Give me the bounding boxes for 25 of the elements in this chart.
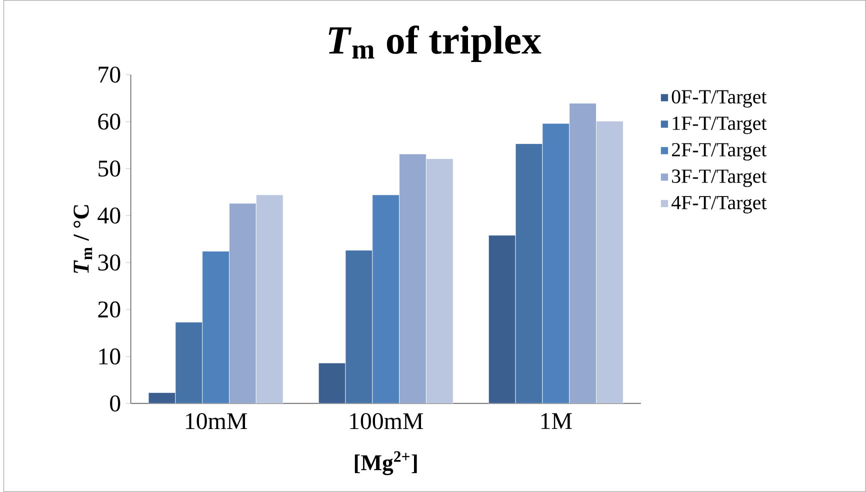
chart-title: T$_{m}$ of triplex [328, 25, 542, 62]
legend-label: 0F-T/Target [672, 90, 767, 108]
y-tick-label: 60 [98, 114, 120, 130]
x-axis-title: [Mg$^{2+}$] [354, 451, 417, 476]
bar [202, 251, 230, 404]
y-tick-label: 0 [110, 395, 120, 412]
legend-label: 2F-T/Target [672, 143, 767, 161]
y-tick-label: 30 [98, 254, 120, 271]
y-tick-label: 50 [98, 160, 120, 177]
bar [542, 123, 570, 404]
bar [426, 158, 454, 404]
legend-label: 1F-T/Target [672, 116, 767, 134]
x-tick-label: 10mM [186, 413, 247, 430]
y-tick-label: 40 [98, 207, 120, 224]
y-tick-label: 20 [98, 301, 120, 318]
y-tick-label: 10 [99, 348, 120, 365]
y-axis-title: T$_{m}$ / °C [74, 205, 92, 274]
bar [372, 194, 400, 404]
x-tick-label: 100mM [350, 413, 424, 430]
y-tick-label: 70 [98, 66, 120, 83]
legend-label: 4F-T/Target [671, 196, 767, 214]
x-tick-label: 1M [541, 413, 572, 429]
bar [256, 194, 284, 404]
legend-label: 3F-T/Target [672, 170, 767, 188]
bar [596, 120, 624, 404]
